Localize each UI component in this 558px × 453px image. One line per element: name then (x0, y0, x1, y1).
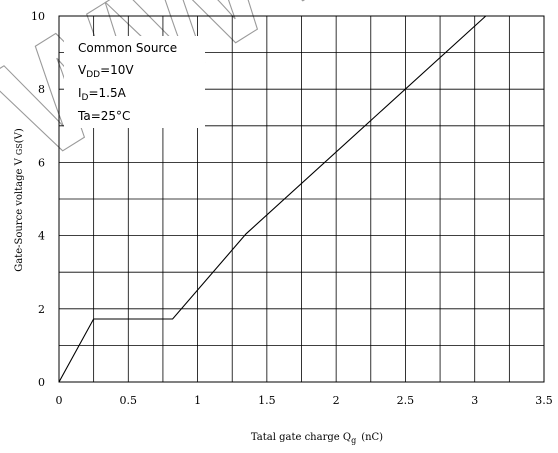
y-tick-label: 0 (38, 376, 45, 389)
x-tick-label: 1.5 (258, 394, 276, 407)
conditions-box-bg (64, 36, 205, 128)
x-tick-label: 3.5 (535, 394, 553, 407)
y-tick-label: 6 (38, 156, 45, 169)
x-tick-label: 3 (471, 394, 478, 407)
vgs-curve (58, 15, 487, 383)
cond-ta: Ta=25°C (77, 109, 130, 123)
series-group (58, 15, 487, 383)
y-tick-label: 4 (38, 230, 45, 243)
plot-frame (58, 15, 545, 383)
y-tick-label: 8 (38, 83, 45, 96)
tick-labels: 0 0.5 1 1.5 2 2.5 3 3.5 0 2 4 6 8 10 (31, 10, 553, 407)
x-axis-label: Tatal gate charge Qg (nC) (251, 432, 383, 445)
y-tick-label: 10 (31, 10, 45, 23)
x-tick-label: 0.5 (120, 394, 138, 407)
cond-common-source: Common Source (78, 41, 177, 55)
x-tick-label: 0 (56, 394, 63, 407)
cond-vdd: VDD=10V (78, 63, 134, 80)
x-tick-label: 2.5 (397, 394, 415, 407)
conditions-box: Common Source VDD=10V ID=1.5A Ta=25°C (64, 36, 205, 128)
y-axis-label: Gate-Source voltage VGS(V) (14, 128, 25, 272)
x-tick-label: 2 (333, 394, 340, 407)
x-tick-label: 1 (194, 394, 201, 407)
y-tick-label: 2 (38, 303, 45, 316)
cond-id: ID=1.5A (78, 86, 127, 103)
